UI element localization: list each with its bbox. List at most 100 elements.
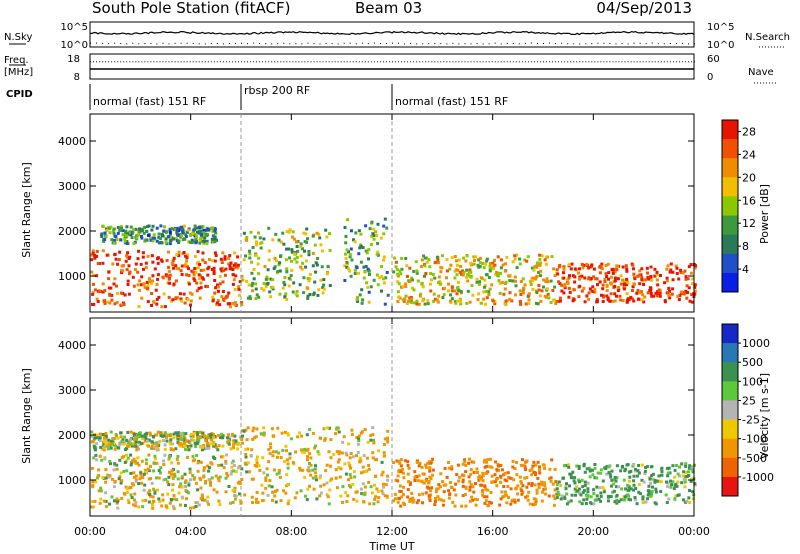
data-cell — [436, 300, 440, 304]
data-cell — [595, 476, 599, 480]
data-cell — [148, 494, 152, 498]
data-cell — [102, 499, 106, 503]
nave-dot — [576, 61, 578, 63]
data-cell — [161, 493, 165, 497]
data-cell — [206, 436, 210, 440]
data-cell — [199, 233, 203, 237]
data-cell — [447, 466, 451, 470]
data-cell — [137, 435, 141, 439]
nave-dot — [452, 61, 454, 63]
data-cell — [394, 478, 398, 482]
data-cell — [228, 264, 232, 268]
data-cell — [428, 466, 432, 470]
data-cell — [318, 494, 322, 498]
data-cell — [135, 234, 139, 238]
data-cell — [166, 274, 170, 278]
data-cell — [598, 265, 602, 269]
data-cell — [373, 474, 377, 478]
data-cell — [201, 431, 205, 435]
data-cell — [658, 480, 662, 484]
data-cell — [176, 226, 180, 230]
data-cell — [176, 233, 180, 237]
data-cell — [148, 280, 152, 284]
data-cell — [278, 475, 282, 479]
data-cell — [635, 291, 639, 295]
nave-dot — [117, 61, 119, 63]
data-cell — [250, 284, 254, 288]
data-cell — [180, 443, 184, 447]
data-cell — [202, 434, 206, 438]
data-cell — [367, 300, 371, 304]
data-cell — [202, 239, 206, 243]
data-cell — [256, 455, 259, 459]
nave-dot — [609, 61, 611, 63]
data-cell — [499, 266, 503, 270]
data-cell — [91, 282, 95, 286]
data-cell — [609, 282, 613, 286]
data-cell — [336, 486, 339, 490]
nave-dot — [660, 61, 662, 63]
data-cell — [440, 498, 444, 502]
data-cell — [453, 300, 457, 304]
nsearch-dot — [222, 43, 224, 45]
nave-dot — [340, 61, 342, 63]
data-cell — [305, 227, 309, 231]
data-cell — [185, 448, 189, 452]
data-cell — [132, 457, 136, 461]
data-cell — [571, 470, 575, 474]
nave-dot — [606, 61, 608, 63]
data-cell — [558, 282, 562, 286]
data-cell — [459, 299, 462, 303]
data-cell — [404, 285, 408, 288]
nave-dot — [204, 61, 206, 63]
data-cell — [204, 446, 208, 450]
nave-dot — [416, 61, 418, 63]
data-cell — [419, 292, 423, 296]
data-cell — [319, 484, 323, 488]
data-cell — [394, 265, 398, 269]
data-cell — [245, 279, 248, 283]
data-cell — [503, 287, 507, 291]
data-cell — [625, 283, 629, 287]
data-cell — [155, 297, 159, 301]
data-cell — [371, 426, 375, 430]
data-cell — [359, 232, 363, 236]
data-cell — [94, 453, 98, 457]
data-cell — [554, 480, 558, 484]
nsearch-dot — [500, 43, 502, 45]
data-cell — [179, 434, 183, 438]
nave-dot — [488, 61, 490, 63]
data-cell — [166, 235, 170, 239]
data-cell — [175, 253, 179, 257]
nave-dot — [96, 61, 97, 63]
data-cell — [115, 434, 118, 438]
data-cell — [258, 236, 262, 240]
data-cell — [296, 240, 300, 243]
nsearch-dot — [210, 43, 212, 45]
data-cell — [477, 292, 481, 296]
data-cell — [456, 463, 460, 467]
data-cell — [428, 265, 432, 269]
data-cell — [404, 282, 408, 286]
data-cell — [557, 480, 561, 484]
data-cell — [238, 499, 242, 503]
data-cell — [173, 472, 177, 476]
data-cell — [267, 249, 271, 253]
data-cell — [152, 300, 156, 304]
data-cell — [211, 229, 215, 233]
data-cell — [484, 273, 488, 277]
data-cell — [472, 490, 476, 494]
data-cell — [638, 291, 642, 295]
data-cell — [240, 303, 244, 307]
nsearch-dot — [567, 43, 569, 45]
data-cell — [275, 259, 278, 263]
data-cell — [111, 440, 115, 444]
nsearch-dot — [506, 42, 508, 44]
data-cell — [667, 286, 671, 290]
nsearch-dot — [102, 42, 104, 44]
data-cell — [369, 434, 373, 437]
data-cell — [262, 433, 266, 437]
data-cell — [168, 242, 172, 246]
nave-dot — [464, 61, 466, 63]
data-cell — [133, 459, 137, 463]
